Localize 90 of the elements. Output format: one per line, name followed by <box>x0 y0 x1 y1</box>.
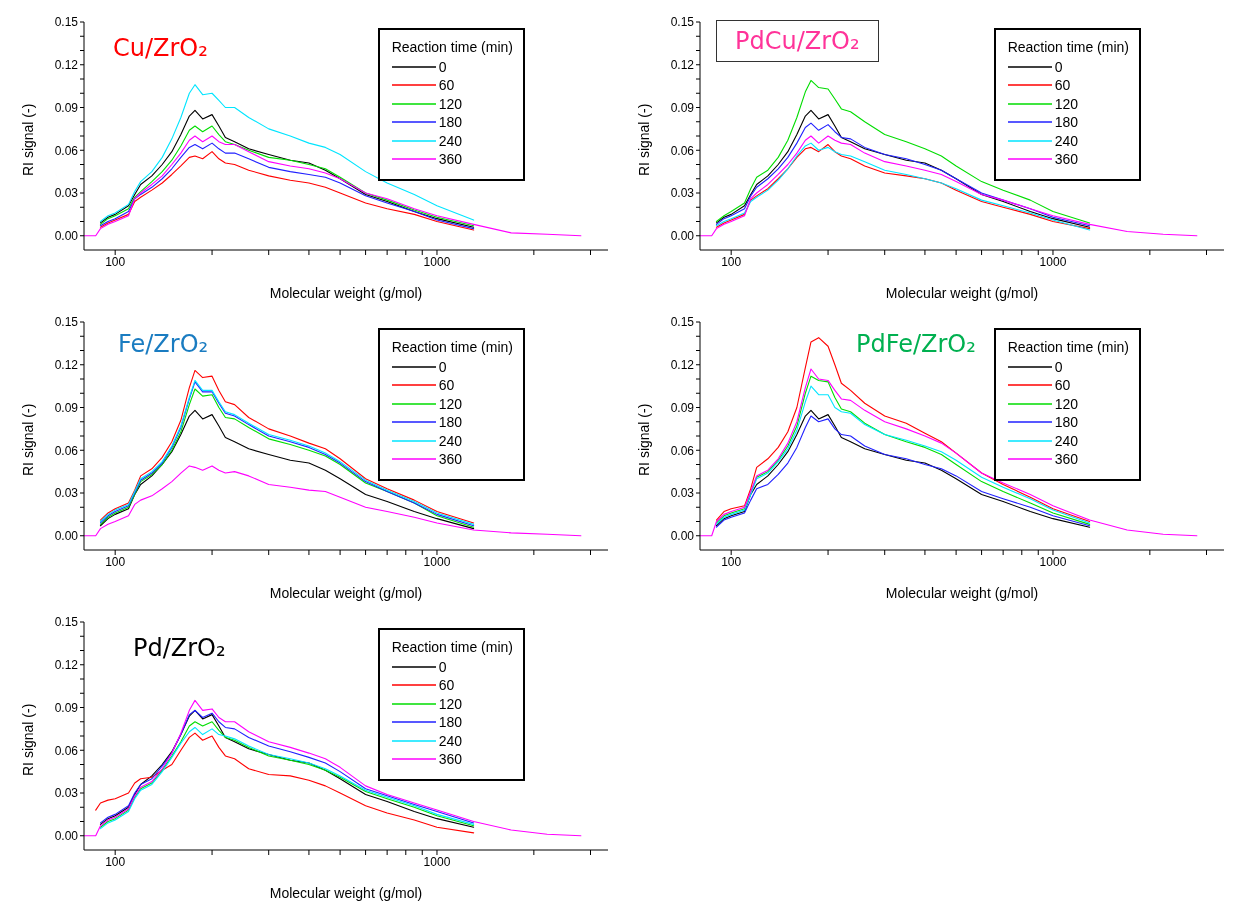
x-axis-title: Molecular weight (g/mol) <box>885 585 1039 601</box>
legend-label: 60 <box>1054 76 1071 95</box>
legend-label: 240 <box>438 431 462 450</box>
legend-label: 240 <box>438 731 462 750</box>
legend-label: 360 <box>438 450 462 469</box>
legend-label: 0 <box>1054 357 1063 376</box>
y-tick-label: 0.00 <box>670 529 695 544</box>
y-tick-label: 0.15 <box>670 315 695 330</box>
x-tick-label: 1000 <box>1039 554 1067 569</box>
legend-label: 120 <box>438 694 462 713</box>
x-tick-label: 100 <box>105 554 126 569</box>
y-tick-label: 0.06 <box>54 443 79 458</box>
chart-title: Fe/ZrO₂ <box>118 330 209 358</box>
y-tick-label: 0.03 <box>54 486 79 501</box>
y-tick-label: 0.09 <box>54 700 79 715</box>
legend-label: 360 <box>438 150 462 169</box>
y-tick-label: 0.06 <box>54 743 79 758</box>
legend-title: Reaction time (min) <box>391 638 513 657</box>
text: Pd/ZrO₂ <box>133 634 226 662</box>
y-tick-label: 0.12 <box>54 658 79 673</box>
legend-title: Reaction time (min) <box>391 338 513 357</box>
y-tick-label: 0.03 <box>54 186 79 201</box>
y-tick-label: 0.12 <box>670 358 695 373</box>
y-tick-label: 0.15 <box>670 15 695 30</box>
text: Cu/ZrO₂ <box>113 34 208 62</box>
legend-label: 60 <box>1054 376 1071 395</box>
legend-label: 120 <box>1054 94 1078 113</box>
legend-label: 180 <box>438 113 462 132</box>
y-tick-label: 0.06 <box>670 143 695 158</box>
legend-label: 0 <box>1054 57 1063 76</box>
y-axis-title: RI signal (-) <box>635 103 652 176</box>
y-tick-label: 0.09 <box>54 100 79 115</box>
legend-label: 0 <box>438 57 447 76</box>
y-tick-label: 0.03 <box>54 786 79 801</box>
y-tick-label: 0.15 <box>54 315 79 330</box>
y-axis-title: RI signal (-) <box>635 403 652 476</box>
y-tick-label: 0.09 <box>670 100 695 115</box>
y-tick-label: 0.06 <box>54 143 79 158</box>
legend-label: 360 <box>438 750 462 769</box>
y-tick-label: 0.15 <box>54 615 79 630</box>
legend-label: 180 <box>438 713 462 732</box>
x-axis-title: Molecular weight (g/mol) <box>269 585 423 601</box>
y-tick-label: 0.00 <box>670 229 695 244</box>
x-axis-title: Molecular weight (g/mol) <box>885 285 1039 301</box>
x-tick-label: 1000 <box>1039 254 1067 269</box>
y-tick-label: 0.00 <box>54 829 79 844</box>
legend-label: 60 <box>438 676 455 695</box>
x-tick-label: 100 <box>721 554 742 569</box>
x-tick-label: 100 <box>721 254 742 269</box>
legend-label: 360 <box>1054 150 1078 169</box>
x-tick-label: 1000 <box>423 554 451 569</box>
x-tick-label: 1000 <box>423 254 451 269</box>
x-tick-label: 100 <box>105 854 126 869</box>
x-axis-title: Molecular weight (g/mol) <box>269 285 423 301</box>
y-axis-title: RI signal (-) <box>19 403 36 476</box>
x-tick-label: 100 <box>105 254 126 269</box>
x-axis-title: Molecular weight (g/mol) <box>269 885 423 901</box>
legend-label: 180 <box>1054 113 1078 132</box>
y-axis-title: RI signal (-) <box>19 103 36 176</box>
legend-label: 240 <box>438 131 462 150</box>
legend-label: 0 <box>438 357 447 376</box>
legend-label: 180 <box>438 413 462 432</box>
y-tick-label: 0.12 <box>54 58 79 73</box>
legend-label: 180 <box>1054 413 1078 432</box>
legend-label: 0 <box>438 657 447 676</box>
y-tick-label: 0.06 <box>670 443 695 458</box>
x-tick-label: 1000 <box>423 854 451 869</box>
legend-title: Reaction time (min) <box>1007 38 1129 57</box>
y-tick-label: 0.03 <box>670 486 695 501</box>
y-tick-label: 0.12 <box>54 358 79 373</box>
chart-title: PdFe/ZrO₂ <box>856 330 976 358</box>
legend-title: Reaction time (min) <box>1007 338 1129 357</box>
legend-label: 360 <box>1054 450 1078 469</box>
y-tick-label: 0.15 <box>54 15 79 30</box>
legend-label: 60 <box>438 376 455 395</box>
legend-label: 120 <box>1054 394 1078 413</box>
y-tick-label: 0.00 <box>54 529 79 544</box>
chart-title: PdCu/ZrO₂ <box>716 20 879 62</box>
y-tick-label: 0.09 <box>54 400 79 415</box>
y-tick-label: 0.03 <box>670 186 695 201</box>
legend-label: 120 <box>438 94 462 113</box>
y-tick-label: 0.00 <box>54 229 79 244</box>
legend-label: 120 <box>438 394 462 413</box>
legend-title: Reaction time (min) <box>391 38 513 57</box>
legend-label: 60 <box>438 76 455 95</box>
y-axis-title: RI signal (-) <box>19 703 36 776</box>
legend-label: 240 <box>1054 431 1078 450</box>
legend-label: 240 <box>1054 131 1078 150</box>
y-tick-label: 0.09 <box>670 400 695 415</box>
y-tick-label: 0.12 <box>670 58 695 73</box>
